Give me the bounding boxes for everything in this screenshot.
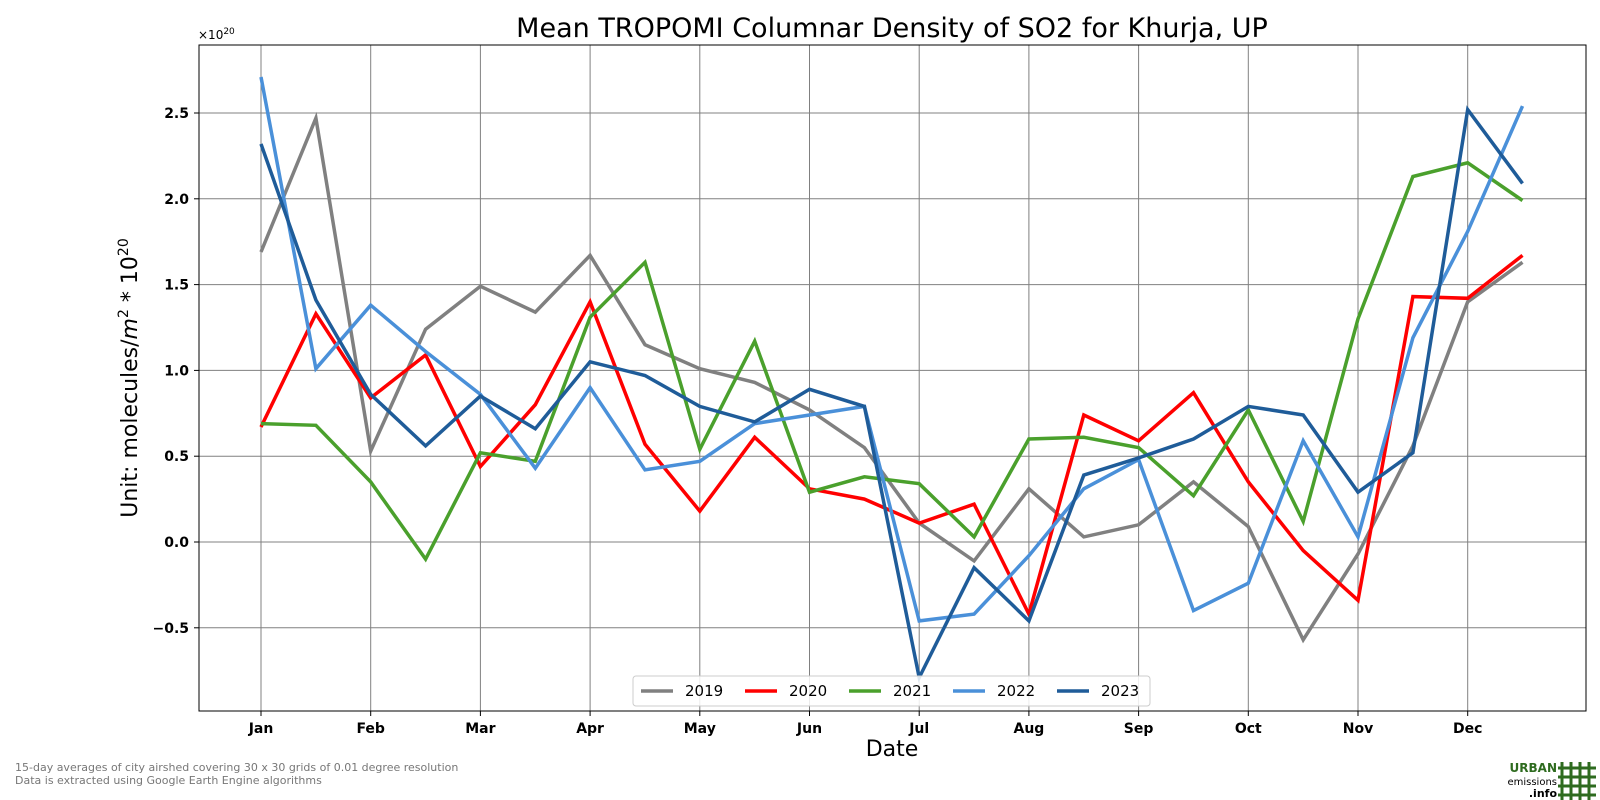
series-lines xyxy=(259,76,1525,683)
x-tick-label: Nov xyxy=(1343,721,1373,737)
logo-word-urban: URBAN xyxy=(1510,761,1557,775)
plot-frame xyxy=(198,44,1587,712)
x-tick-label: Jun xyxy=(796,721,822,737)
y-tick-label: 0.0 xyxy=(164,535,189,551)
y-axis-label: Unit: molecules/m2 * 1020 xyxy=(116,238,143,517)
grid-lines xyxy=(199,45,1586,711)
legend-box xyxy=(632,675,1151,707)
footnote-line-2: Data is extracted using Google Earth Eng… xyxy=(15,774,322,787)
y-tick-label: 0.5 xyxy=(164,449,189,465)
y-tick-label: 2.5 xyxy=(164,106,189,122)
logo-word-emissions: emissions xyxy=(1507,777,1557,788)
legend-label-2022: 2022 xyxy=(997,682,1035,700)
series-line-2021 xyxy=(260,160,1524,563)
legend-label-2020: 2020 xyxy=(789,682,827,700)
x-tick-label: Dec xyxy=(1453,721,1482,737)
x-tick-label: Apr xyxy=(576,721,604,737)
y-tick-label: 1.5 xyxy=(164,278,189,294)
urban-emissions-logo: URBAN emissions .info xyxy=(1507,761,1596,800)
y-tick-label: 2.0 xyxy=(164,192,189,208)
y-offset-label: ×1020 xyxy=(198,27,235,42)
chart-title: Mean TROPOMI Columnar Density of SO2 for… xyxy=(516,13,1268,44)
x-tick-label: Oct xyxy=(1235,721,1262,737)
y-tick-label: −0.5 xyxy=(152,621,189,637)
logo-word-info: .info xyxy=(1529,787,1558,800)
y-axis: −0.5 0.0 0.5 1.0 1.5 2.0 2.5 xyxy=(152,106,199,637)
x-tick-label: Sep xyxy=(1124,721,1154,737)
plot-area xyxy=(198,44,1587,712)
x-axis-label: Date xyxy=(866,737,919,762)
series-line-2019 xyxy=(259,111,1524,644)
x-tick-label: Aug xyxy=(1013,721,1044,737)
legend-label-2021: 2021 xyxy=(893,682,931,700)
x-axis: Jan Feb Mar Apr May Jun Jul Aug Sep Oct Nov Dec xyxy=(248,711,1482,737)
x-tick-label: Jul xyxy=(908,721,929,737)
series-line-2023 xyxy=(259,105,1524,683)
y-tick-label: 1.0 xyxy=(164,363,189,379)
series-line-2022 xyxy=(259,76,1525,623)
x-tick-label: Mar xyxy=(465,721,495,737)
legend-label-2019: 2019 xyxy=(685,682,723,700)
x-tick-label: May xyxy=(684,721,716,737)
logo-grid-icon xyxy=(1558,762,1596,800)
x-tick-label: Jan xyxy=(248,721,274,737)
footnote-line-1: 15-day averages of city airshed covering… xyxy=(15,761,459,774)
x-tick-label: Feb xyxy=(356,721,385,737)
legend: 2019 2020 2021 2022 2023 xyxy=(632,675,1151,707)
legend-label-2023: 2023 xyxy=(1101,682,1139,700)
